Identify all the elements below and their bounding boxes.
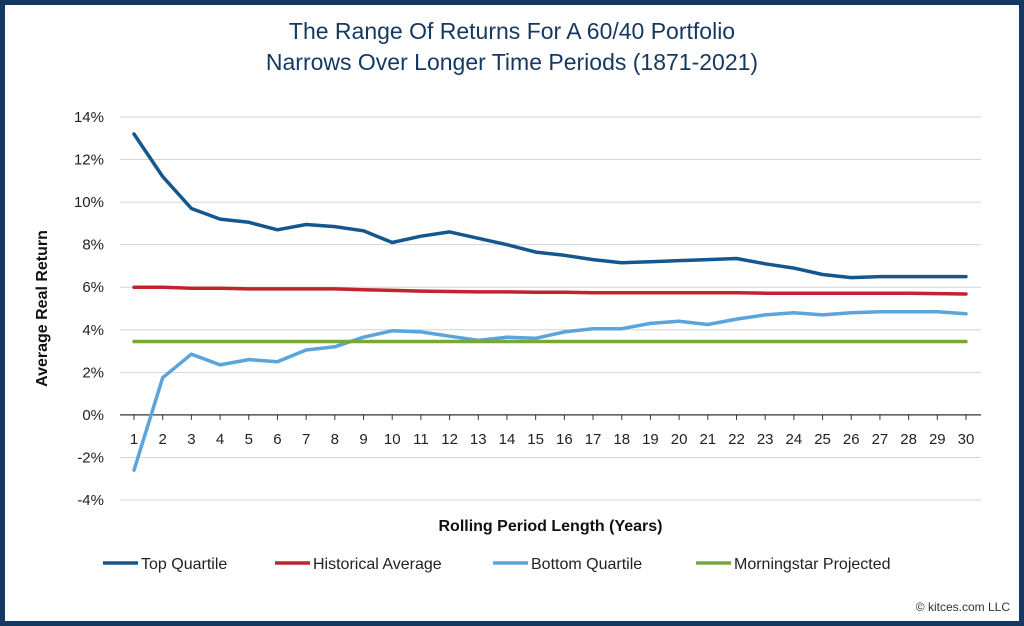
x-tick-label: 14 bbox=[499, 431, 516, 448]
y-tick-label: 12% bbox=[74, 152, 104, 169]
x-tick-label: 15 bbox=[527, 431, 544, 448]
x-tick-label: 30 bbox=[958, 431, 975, 448]
series-lines bbox=[132, 132, 968, 472]
legend-label-historical-average: Historical Average bbox=[313, 556, 442, 573]
x-axis-ticks: 1 2 3 4 5 6 7 8 9 10 11 12 13 14 15 16 17 18 19 20 21 22 23 24 2… bbox=[130, 414, 975, 448]
copyright-credit: © kitces.com LLC bbox=[916, 600, 1011, 614]
x-axis-title: Rolling Period Length (Years) bbox=[438, 518, 662, 535]
x-tick-label: 12 bbox=[441, 431, 458, 448]
x-tick-label: 8 bbox=[331, 431, 339, 448]
x-tick-label: 23 bbox=[757, 431, 774, 448]
x-tick-label: 17 bbox=[585, 431, 602, 448]
series-line-top-quartile bbox=[132, 132, 968, 280]
series-line-historical-average bbox=[132, 285, 968, 296]
x-tick-label: 10 bbox=[384, 431, 401, 448]
x-tick-label: 20 bbox=[671, 431, 688, 448]
chart-title-line-2: Narrows Over Longer Time Periods (1871-2… bbox=[265, 49, 759, 75]
x-tick-label: 16 bbox=[556, 431, 573, 448]
y-tick-label: 4% bbox=[82, 322, 104, 339]
x-tick-label: 11 bbox=[413, 431, 429, 448]
x-tick-label: 21 bbox=[699, 431, 716, 448]
series-line-bottom-quartile bbox=[132, 309, 968, 472]
x-tick-label: 22 bbox=[728, 431, 745, 448]
x-tick-label: 9 bbox=[359, 431, 367, 448]
x-tick-label: 6 bbox=[273, 431, 281, 448]
x-tick-label: 29 bbox=[929, 431, 946, 448]
y-tick-label: 10% bbox=[74, 194, 104, 211]
x-tick-label: 3 bbox=[187, 431, 195, 448]
x-tick-label: 1 bbox=[130, 431, 138, 448]
y-tick-label: 14% bbox=[74, 109, 104, 126]
y-tick-label: -4% bbox=[77, 492, 104, 509]
x-tick-label: 5 bbox=[245, 431, 253, 448]
legend: Top Quartile Historical Average Bottom Qua… bbox=[103, 556, 891, 573]
gridlines bbox=[120, 116, 981, 501]
chart-title-line-1: The Range Of Returns For A 60/40 Portfol… bbox=[288, 18, 736, 44]
x-tick-label: 24 bbox=[786, 431, 803, 448]
x-tick-label: 27 bbox=[872, 431, 889, 448]
x-tick-label: 2 bbox=[159, 431, 167, 448]
chart-title: The Range Of Returns For A 60/40 Portfol… bbox=[0, 16, 1024, 78]
legend-label-bottom-quartile: Bottom Quartile bbox=[531, 556, 642, 573]
y-tick-label: 0% bbox=[82, 407, 104, 424]
y-tick-label: 2% bbox=[82, 364, 104, 381]
y-tick-label: 8% bbox=[82, 237, 104, 254]
x-tick-label: 13 bbox=[470, 431, 487, 448]
x-tick-label: 25 bbox=[814, 431, 831, 448]
legend-label-morningstar-projected: Morningstar Projected bbox=[734, 556, 891, 573]
x-tick-label: 26 bbox=[843, 431, 860, 448]
x-tick-label: 7 bbox=[302, 431, 310, 448]
x-tick-label: 19 bbox=[642, 431, 659, 448]
y-tick-label: 6% bbox=[82, 279, 104, 296]
y-axis-title: Average Real Return bbox=[34, 230, 51, 387]
y-tick-label: -2% bbox=[77, 449, 104, 466]
y-axis-ticks: -4% -2% 0% 2% 4% 6% 8% 10% 12% 14% bbox=[74, 109, 104, 509]
legend-label-top-quartile: Top Quartile bbox=[141, 556, 227, 573]
x-tick-label: 4 bbox=[216, 431, 224, 448]
x-tick-label: 28 bbox=[900, 431, 917, 448]
x-tick-label: 18 bbox=[613, 431, 630, 448]
